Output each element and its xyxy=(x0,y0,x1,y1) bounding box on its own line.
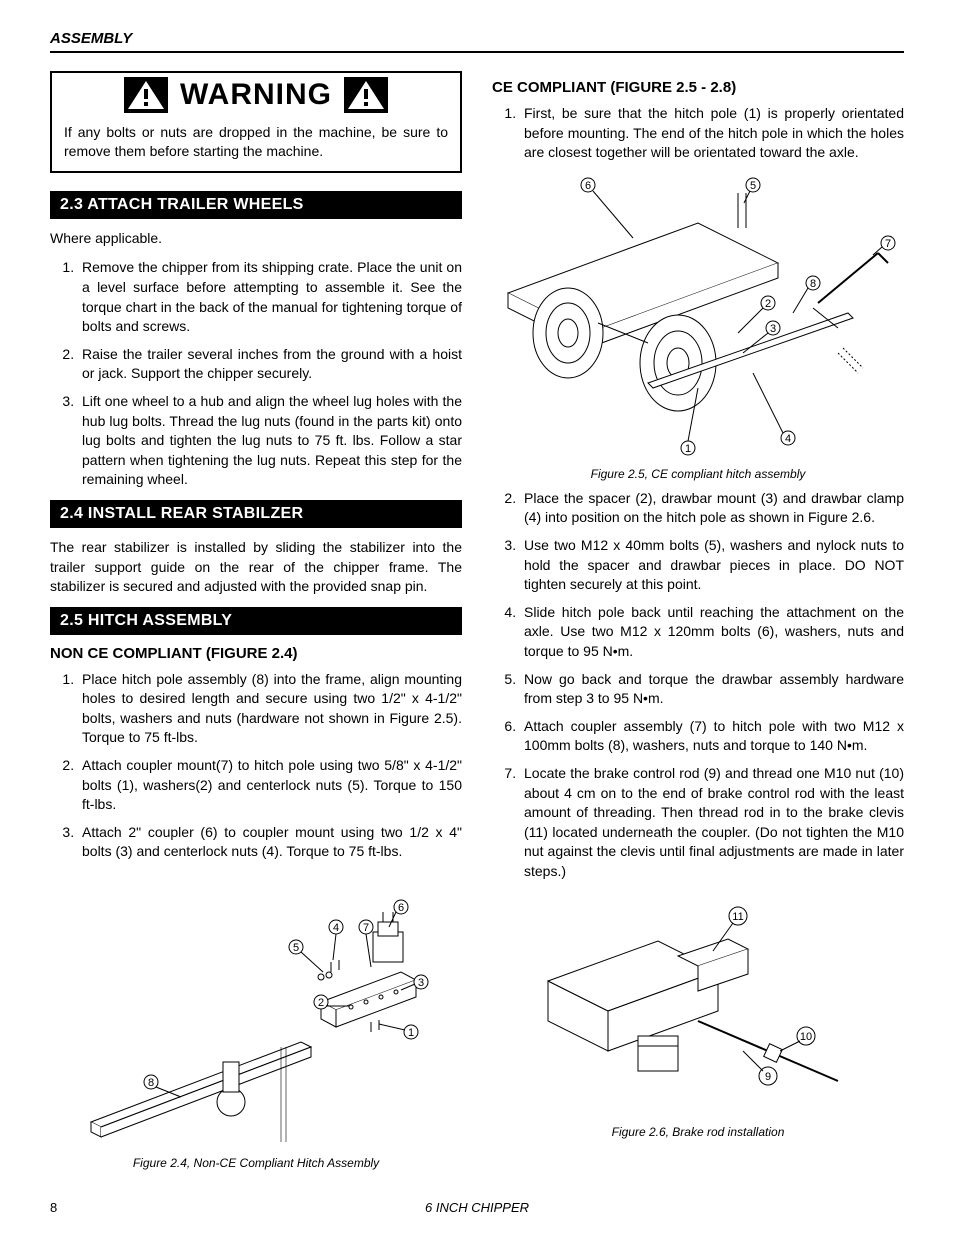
step-item: Slide hitch pole back until reaching the… xyxy=(520,603,904,662)
figure-2-6: 11 10 9 xyxy=(492,891,904,1121)
step-item: Place hitch pole assembly (8) into the f… xyxy=(78,670,462,748)
page-header: ASSEMBLY xyxy=(50,30,904,53)
section-2-3-title: 2.3 ATTACH TRAILER WHEELS xyxy=(50,191,462,219)
warning-icon xyxy=(124,77,168,113)
nonce-steps: Place hitch pole assembly (8) into the f… xyxy=(50,670,462,862)
page-footer: 8 6 INCH CHIPPER xyxy=(50,1200,904,1215)
svg-text:7: 7 xyxy=(363,922,369,934)
figure-2-6-caption: Figure 2.6, Brake rod installation xyxy=(492,1125,904,1139)
warning-header: WARNING xyxy=(52,73,460,117)
step-item: Locate the brake control rod (9) and thr… xyxy=(520,764,904,882)
warning-box: WARNING If any bolts or nuts are dropped… xyxy=(50,71,462,173)
svg-text:6: 6 xyxy=(585,180,591,192)
step-item: Remove the chipper from its shipping cra… xyxy=(78,258,462,336)
svg-text:9: 9 xyxy=(765,1071,771,1083)
svg-text:7: 7 xyxy=(885,238,891,250)
section-2-4-title: 2.4 INSTALL REAR STABILZER xyxy=(50,500,462,528)
svg-text:2: 2 xyxy=(318,997,324,1009)
svg-text:2: 2 xyxy=(765,298,771,310)
section-2-3-steps: Remove the chipper from its shipping cra… xyxy=(50,258,462,490)
step-item: Place the spacer (2), drawbar mount (3) … xyxy=(520,489,904,528)
warning-icon xyxy=(344,77,388,113)
two-column-layout: WARNING If any bolts or nuts are dropped… xyxy=(50,71,904,1178)
figure-2-4-caption: Figure 2.4, Non-CE Compliant Hitch Assem… xyxy=(50,1156,462,1170)
step-item: First, be sure that the hitch pole (1) i… xyxy=(520,104,904,163)
step-item: Attach 2" coupler (6) to coupler mount u… xyxy=(78,823,462,862)
svg-text:10: 10 xyxy=(800,1031,812,1043)
step-item: Attach coupler mount(7) to hitch pole us… xyxy=(78,756,462,815)
svg-text:1: 1 xyxy=(685,443,691,455)
svg-text:3: 3 xyxy=(770,323,776,335)
svg-text:8: 8 xyxy=(148,1077,154,1089)
svg-text:8: 8 xyxy=(810,278,816,290)
nonce-subhead: NON CE COMPLIANT (FIGURE 2.4) xyxy=(50,645,462,662)
ce-subhead: CE COMPLIANT (FIGURE 2.5 - 2.8) xyxy=(492,79,904,96)
section-2-4-body: The rear stabilizer is installed by slid… xyxy=(50,538,462,597)
right-column: CE COMPLIANT (FIGURE 2.5 - 2.8) First, b… xyxy=(492,71,904,1178)
step-item: Attach coupler assembly (7) to hitch pol… xyxy=(520,717,904,756)
svg-text:5: 5 xyxy=(293,942,299,954)
svg-text:5: 5 xyxy=(750,180,756,192)
step-item: Now go back and torque the drawbar assem… xyxy=(520,670,904,709)
step-item: Raise the trailer several inches from th… xyxy=(78,345,462,384)
svg-text:11: 11 xyxy=(732,911,743,923)
ce-step-1: First, be sure that the hitch pole (1) i… xyxy=(492,104,904,163)
figure-2-5-caption: Figure 2.5, CE compliant hitch assembly xyxy=(492,467,904,481)
section-2-5-title: 2.5 HITCH ASSEMBLY xyxy=(50,607,462,635)
warning-body: If any bolts or nuts are dropped in the … xyxy=(52,117,460,171)
figure-2-5: 6 5 7 8 2 3 4 1 xyxy=(492,173,904,463)
svg-text:4: 4 xyxy=(333,922,339,934)
step-item: Use two M12 x 40mm bolts (5), washers an… xyxy=(520,536,904,595)
section-2-3-intro: Where applicable. xyxy=(50,229,462,249)
svg-text:1: 1 xyxy=(408,1027,414,1039)
figure-2-4: 6 4 7 5 2 3 1 8 xyxy=(50,872,462,1152)
step-item: Lift one wheel to a hub and align the wh… xyxy=(78,392,462,490)
left-column: WARNING If any bolts or nuts are dropped… xyxy=(50,71,462,1178)
warning-title: WARNING xyxy=(180,78,332,112)
svg-text:6: 6 xyxy=(398,902,404,914)
footer-title: 6 INCH CHIPPER xyxy=(425,1200,529,1215)
ce-steps-rest: Place the spacer (2), drawbar mount (3) … xyxy=(492,489,904,882)
page-number: 8 xyxy=(50,1200,57,1215)
svg-text:3: 3 xyxy=(418,977,424,989)
svg-text:4: 4 xyxy=(785,433,791,445)
